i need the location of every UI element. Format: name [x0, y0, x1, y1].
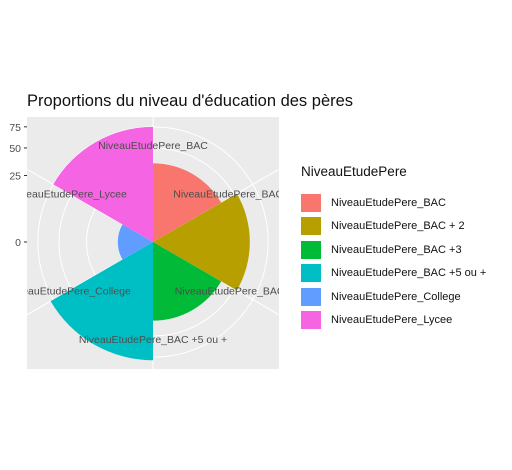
legend-swatch — [301, 240, 321, 259]
angle-label-2: NiveauEtudePere_BAC +3 — [175, 286, 300, 298]
chart-title: Proportions du niveau d'éducation des pè… — [27, 92, 354, 110]
legend-label: NiveauEtudePere_BAC + 2 — [331, 220, 465, 233]
legend-swatch — [301, 311, 321, 330]
legend-items: NiveauEtudePere_BAC NiveauEtudePere_BAC +… — [301, 191, 486, 332]
wedge-1 — [153, 193, 250, 291]
angle-label-1: NiveauEtudePere_BAC + 2 — [173, 188, 301, 200]
legend-item: NiveauEtudePere_BAC — [301, 191, 486, 215]
legend-label: NiveauEtudePere_College — [331, 290, 461, 303]
legend: NiveauEtudePere NiveauEtudePere_BAC Nivea… — [301, 164, 486, 332]
legend-swatch — [301, 193, 321, 212]
angle-label-3: NiveauEtudePere_BAC +5 ou + — [79, 334, 227, 346]
radial-tick-label-1: 25 — [9, 171, 21, 183]
radial-tick-label-3: 75 — [9, 122, 21, 134]
angle-label-4: NiveauEtudePere_College — [7, 286, 131, 298]
legend-item: NiveauEtudePere_BAC +5 ou + — [301, 262, 486, 286]
legend-item: NiveauEtudePere_Lycee — [301, 309, 486, 333]
radial-tick-label-2: 50 — [9, 143, 21, 155]
legend-item: NiveauEtudePere_BAC +3 — [301, 238, 486, 262]
wedge-2 — [153, 242, 222, 321]
wedge-4 — [117, 224, 153, 260]
plot-area: NiveauEtudePere_BAC NiveauEtudePere_BAC +… — [7, 117, 301, 369]
wedge-5 — [53, 126, 153, 242]
grid-spoke-4 — [27, 241, 154, 316]
legend-title: NiveauEtudePere — [301, 164, 407, 179]
wedge-3 — [50, 242, 153, 361]
angle-label-0: NiveauEtudePere_BAC — [98, 140, 208, 152]
angle-label-5: NiveauEtudePere_Lycee — [11, 188, 127, 200]
legend-swatch — [301, 217, 321, 236]
radial-axis-ticks: 0 25 50 75 — [9, 122, 27, 249]
legend-label: NiveauEtudePere_BAC +5 ou + — [331, 267, 487, 280]
legend-label: NiveauEtudePere_BAC +3 — [331, 243, 462, 256]
legend-swatch — [301, 264, 321, 283]
legend-item: NiveauEtudePere_College — [301, 285, 486, 309]
legend-label: NiveauEtudePere_Lycee — [331, 314, 453, 327]
legend-label: NiveauEtudePere_BAC — [331, 196, 446, 209]
radial-tick-label-0: 0 — [15, 237, 21, 249]
legend-item: NiveauEtudePere_BAC + 2 — [301, 215, 486, 239]
legend-swatch — [301, 287, 321, 306]
wedge-0 — [153, 163, 222, 242]
